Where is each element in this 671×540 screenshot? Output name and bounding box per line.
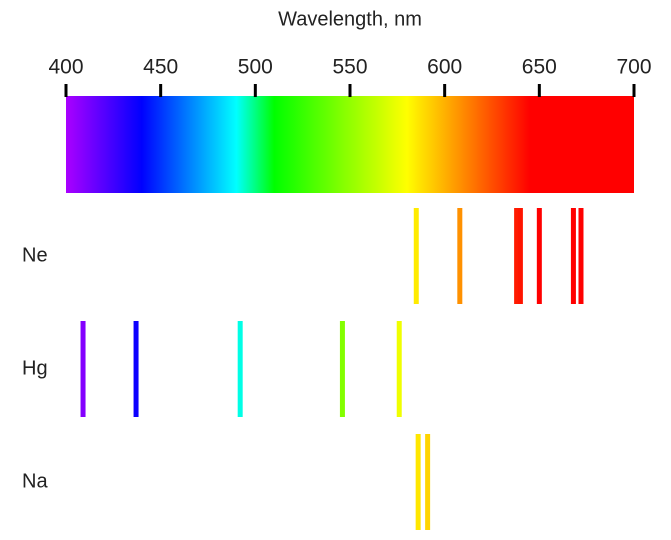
x-tick-label: 600 (427, 56, 462, 79)
x-tick-label: 400 (48, 56, 83, 79)
spectral-line (514, 208, 520, 304)
spectral-line (396, 321, 402, 417)
spectral-line (413, 208, 419, 304)
spectrum-band (66, 96, 634, 193)
spectral-line (415, 434, 421, 530)
spectral-line (339, 321, 345, 417)
x-tick-label: 550 (332, 56, 367, 79)
spectral-line (578, 208, 584, 304)
spectral-line (457, 208, 463, 304)
x-tick-label: 450 (143, 56, 178, 79)
x-tick-label: 650 (522, 56, 557, 79)
spectral-line (425, 434, 431, 530)
x-tick-label: 500 (238, 56, 273, 79)
x-axis-title: Wavelength, nm (278, 8, 422, 30)
spectral-line (517, 208, 523, 304)
spectral-line (570, 208, 576, 304)
spectral-line (536, 208, 542, 304)
series-label: Na (22, 470, 48, 492)
spectral-line (237, 321, 243, 417)
x-tick-label: 700 (616, 56, 651, 79)
spectral-line (133, 321, 139, 417)
spectral-line (80, 321, 86, 417)
series-label: Ne (22, 244, 48, 266)
series-label: Hg (22, 357, 48, 379)
